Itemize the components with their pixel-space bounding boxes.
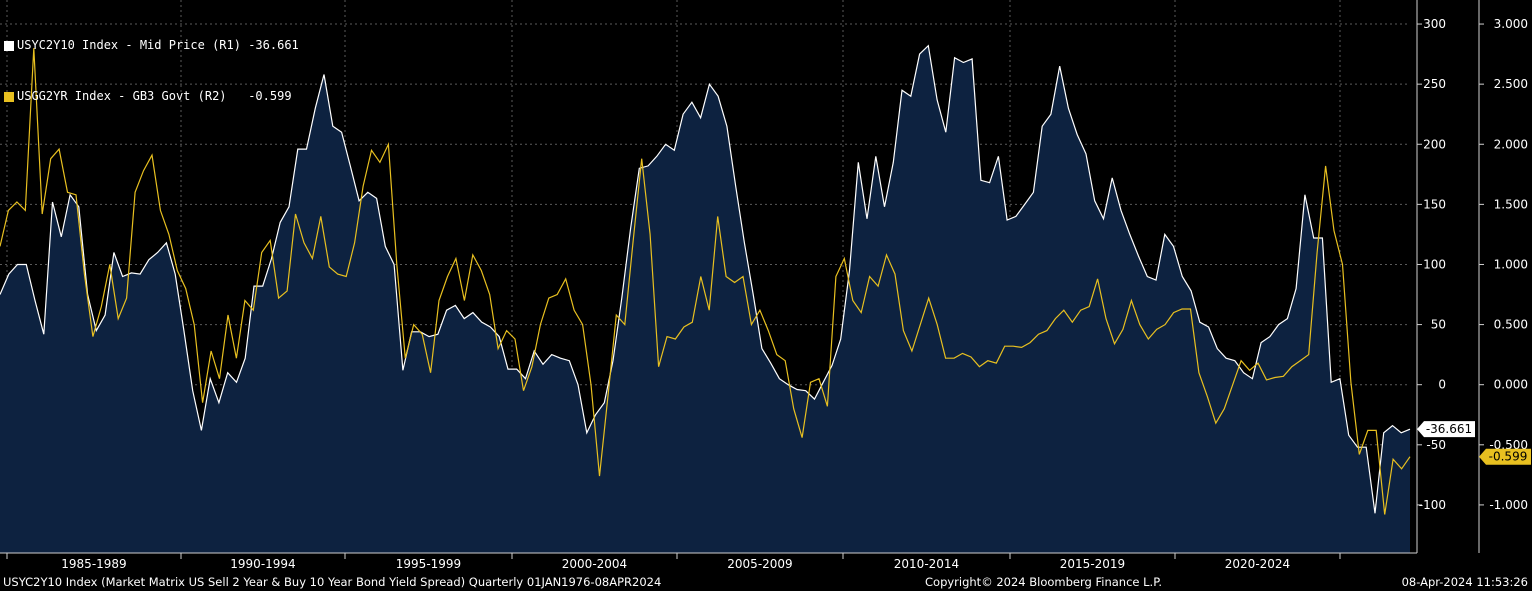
last-label-usyc2y10: -36.661 [1426, 422, 1472, 436]
series-area [0, 44, 1411, 553]
series-line-usyc2y10 [0, 44, 1411, 514]
x-axis-tick-label: 2005-2009 [727, 557, 792, 571]
x-axis-tick-label: 2020-2024 [1225, 557, 1290, 571]
axis-r2-tick-label: 2.500 [1494, 77, 1528, 91]
last-label-bg-usgg2yr [1479, 448, 1531, 465]
legend-last-usyc2y10: -36.661 [248, 38, 299, 52]
axis-r1-tick-label: -50 [1426, 438, 1446, 452]
legend-name-usgg2yr: USGG2YR Index - GB3 Govt (R2) [17, 89, 227, 103]
legend: USYC2Y10 Index - Mid Price (R1) -36.661 … [4, 3, 299, 122]
legend-swatch-usyc2y10 [4, 40, 14, 51]
last-label-usgg2yr: -0.599 [1489, 450, 1528, 464]
axis-r1-tick-label: 50 [1431, 318, 1446, 332]
axis-r2-tick-label: -1.000 [1489, 498, 1528, 512]
footer-timestamp: 08-Apr-2024 11:53:26 [1401, 575, 1528, 589]
x-axis: 1985-1989 1990-1994 1995-1999 2000-2004 2005… [0, 552, 1417, 571]
legend-name-usyc2y10: USYC2Y10 Index - Mid Price (R1) [17, 38, 241, 52]
x-axis-tick-label: 2000-2004 [562, 557, 627, 571]
axis-r1-tick-label: -100 [1419, 498, 1446, 512]
axis-r1-tick-label: 300 [1423, 17, 1446, 31]
axis-r1-tick-label: 200 [1423, 137, 1446, 151]
series-area-fill-usyc2y10 [0, 45, 1410, 553]
axis-r2-tick-label: 0.500 [1494, 318, 1528, 332]
x-axis-tick-label: 1990-1994 [230, 557, 295, 571]
x-axis-tick-label: 1985-1989 [61, 557, 126, 571]
footer-copyright: Copyright© 2024 Bloomberg Finance L.P. [925, 575, 1162, 589]
axis-r1-tick-label: 0 [1438, 378, 1446, 392]
axis-r2-tick-label: 2.000 [1494, 137, 1528, 151]
last-value-labels: -36.661 -0.599 [1417, 421, 1531, 465]
axis-r1-tick-label: 100 [1423, 257, 1446, 271]
legend-last-usgg2yr: -0.599 [248, 89, 292, 103]
last-label-bg-usyc2y10 [1417, 421, 1475, 438]
axis-r2-tick-label: 3.000 [1494, 17, 1528, 31]
x-axis-tick-label: 1995-1999 [396, 557, 461, 571]
legend-item-usgg2yr: USGG2YR Index - GB3 Govt (R2) -0.599 [4, 88, 299, 105]
footer-description: USYC2Y10 Index (Market Matrix US Sell 2 … [3, 575, 662, 589]
x-axis-tick-label: 2010-2014 [894, 557, 959, 571]
series-line [0, 48, 1411, 515]
right-axis-r2: 3.000 2.500 2.000 1.500 1.000 0.500 0.000 -0.50… [1478, 0, 1528, 553]
axis-r2-tick-label: 1.500 [1494, 197, 1528, 211]
legend-item-usyc2y10: USYC2Y10 Index - Mid Price (R1) -36.661 [4, 37, 299, 54]
legend-swatch-usgg2yr [4, 91, 14, 102]
right-axis-r1: 300 250 200 150 100 50 0 -50 -100 [1416, 0, 1446, 553]
axis-r2-tick-label: 1.000 [1494, 257, 1528, 271]
axis-r2-tick-label: 0.000 [1494, 378, 1528, 392]
axis-r1-tick-label: 150 [1423, 197, 1446, 211]
series-line-usgg2yr [0, 48, 1411, 515]
x-axis-tick-label: 2015-2019 [1060, 557, 1125, 571]
axis-r2-tick-label: -0.500 [1489, 438, 1528, 452]
axis-r1-tick-label: 250 [1423, 77, 1446, 91]
